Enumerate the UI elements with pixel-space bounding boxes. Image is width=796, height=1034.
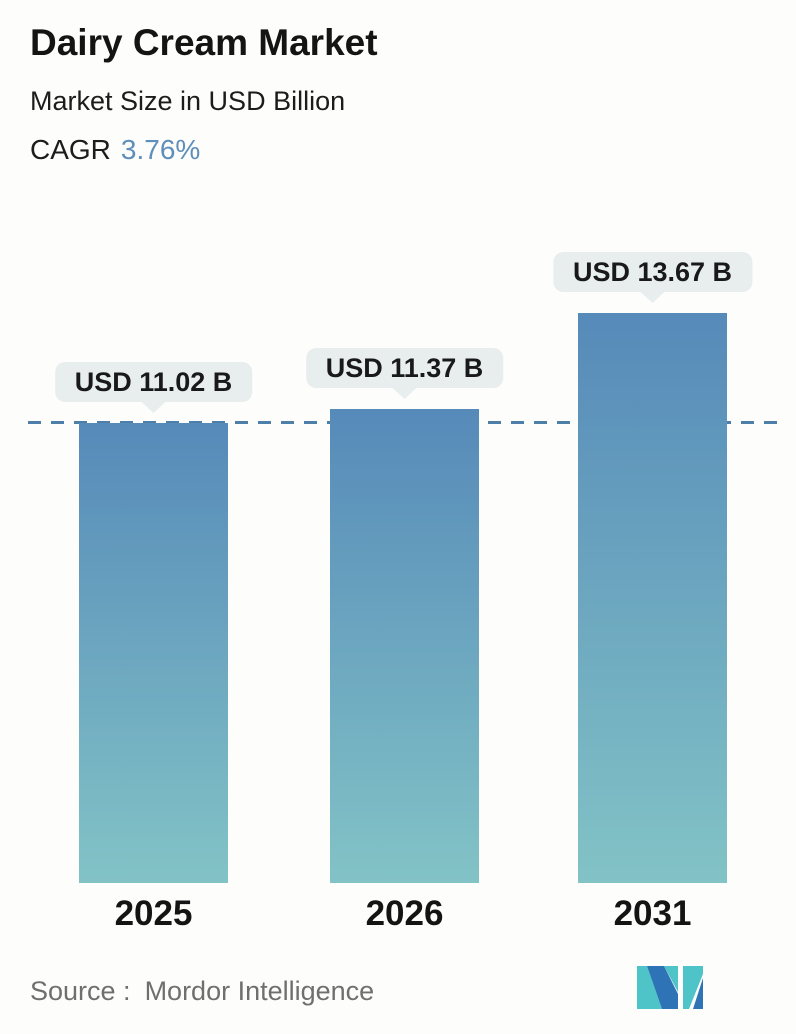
value-bubble-2031: USD 13.67 B [552,252,753,292]
value-bubble-2025: USD 11.02 B [54,362,253,402]
mordor-intelligence-logo [637,966,703,1009]
source-label: Source : [30,976,131,1006]
page-title: Dairy Cream Market [30,22,378,63]
source-caption: Source : Mordor Intelligence [30,976,374,1007]
bubble-pointer-icon [140,401,167,413]
bubble-pointer-icon [391,387,418,399]
x-axis-label-2031: 2031 [613,894,692,933]
chart-subtitle: Market Size in USD Billion [30,86,346,116]
bar-2031 [578,313,727,883]
cagr-label: CAGR [30,134,111,165]
x-axis-label-2026: 2026 [365,894,444,933]
x-axis-label-2025: 2025 [114,894,193,933]
cagr-line: CAGR 3.76% [30,134,200,166]
source-value: Mordor Intelligence [144,976,375,1006]
logo-teal-left [637,966,662,1009]
bar-2025 [79,423,228,883]
logo-blue-bar [693,978,703,1009]
bar-2026 [330,409,479,883]
logo-teal-top-right [664,966,678,992]
cagr-value: 3.76% [120,134,201,165]
value-bubble-2026: USD 11.37 B [305,348,504,388]
logo-teal-bar [683,966,703,1009]
logo-blue-band [647,966,678,1009]
bubble-pointer-icon [639,291,666,303]
